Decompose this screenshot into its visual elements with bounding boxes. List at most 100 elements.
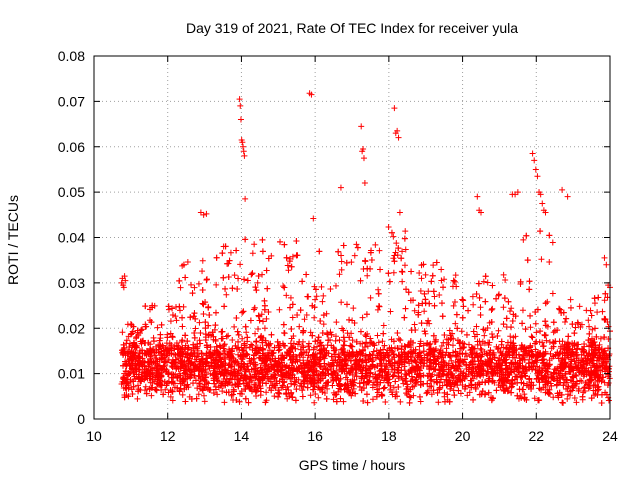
data-point: [468, 369, 475, 376]
data-point: [235, 331, 242, 338]
data-point: [229, 337, 236, 344]
data-point: [182, 332, 189, 339]
data-point: [401, 314, 408, 321]
data-point: [205, 322, 212, 329]
data-point: [297, 346, 304, 353]
data-point: [142, 321, 149, 328]
data-point: [169, 333, 176, 340]
data-point: [176, 277, 183, 284]
data-point: [460, 297, 467, 304]
data-point: [310, 383, 317, 390]
data-point: [359, 350, 366, 357]
data-point: [417, 359, 424, 366]
data-point: [564, 395, 571, 402]
data-point: [488, 318, 495, 325]
data-point: [503, 315, 510, 322]
data-point: [241, 276, 248, 283]
data-point: [495, 327, 502, 334]
data-point: [243, 329, 250, 336]
data-point: [514, 364, 521, 371]
data-point: [402, 246, 409, 253]
data-point: [190, 380, 197, 387]
data-point: [501, 357, 508, 364]
data-point: [423, 351, 430, 358]
data-point: [374, 389, 381, 396]
data-point: [398, 268, 405, 275]
data-point: [187, 374, 194, 381]
data-point: [570, 374, 577, 381]
data-point: [576, 369, 583, 376]
data-point: [547, 350, 554, 357]
data-point: [380, 346, 387, 353]
data-point: [362, 332, 369, 339]
data-point: [401, 262, 408, 269]
data-point: [262, 358, 269, 365]
data-point: [453, 353, 460, 360]
data-point: [206, 311, 213, 318]
data-point: [415, 373, 422, 380]
data-point: [466, 389, 473, 396]
data-point: [603, 364, 610, 371]
data-point: [560, 382, 567, 389]
data-point: [438, 266, 445, 273]
data-point: [288, 374, 295, 381]
data-point: [573, 373, 580, 380]
data-point: [333, 391, 340, 398]
data-point: [221, 399, 228, 406]
data-point: [160, 391, 167, 398]
data-point: [594, 309, 601, 316]
data-point: [461, 340, 468, 347]
data-point: [297, 307, 304, 314]
data-point: [500, 356, 507, 363]
data-point: [390, 233, 397, 240]
data-point: [226, 348, 233, 355]
data-point: [305, 293, 312, 300]
data-point: [338, 266, 345, 273]
data-point: [459, 351, 466, 358]
data-point: [263, 315, 270, 322]
data-point: [275, 347, 282, 354]
data-point: [265, 255, 272, 262]
data-point: [510, 334, 517, 341]
data-point: [341, 342, 348, 349]
data-point: [492, 363, 499, 370]
data-point: [484, 279, 491, 286]
data-point: [333, 319, 340, 326]
data-point: [142, 303, 149, 310]
data-point: [367, 335, 374, 342]
data-point: [244, 351, 251, 358]
data-point: [381, 363, 388, 370]
data-point: [123, 385, 130, 392]
data-point: [167, 318, 174, 325]
data-point: [165, 303, 172, 310]
data-point: [412, 368, 419, 375]
data-point: [436, 292, 443, 299]
data-point: [417, 398, 424, 405]
data-point: [391, 365, 398, 372]
data-point: [363, 339, 370, 346]
data-point: [134, 382, 141, 389]
data-point: [169, 305, 176, 312]
data-point: [289, 314, 296, 321]
data-point: [517, 374, 524, 381]
data-point: [153, 355, 160, 362]
data-point: [173, 317, 180, 324]
data-point: [411, 321, 418, 328]
data-point: [428, 278, 435, 285]
data-point: [279, 384, 286, 391]
data-point: [558, 391, 565, 398]
data-point: [508, 369, 515, 376]
data-point: [296, 357, 303, 364]
data-point: [176, 303, 183, 310]
data-point: [346, 316, 353, 323]
data-point: [376, 247, 383, 254]
data-point: [130, 369, 137, 376]
data-point: [154, 324, 161, 331]
data-point: [225, 332, 232, 339]
data-point: [366, 351, 373, 358]
data-point: [470, 301, 477, 308]
data-point: [123, 361, 130, 368]
data-point: [293, 386, 300, 393]
data-point: [239, 335, 246, 342]
data-point: [466, 362, 473, 369]
